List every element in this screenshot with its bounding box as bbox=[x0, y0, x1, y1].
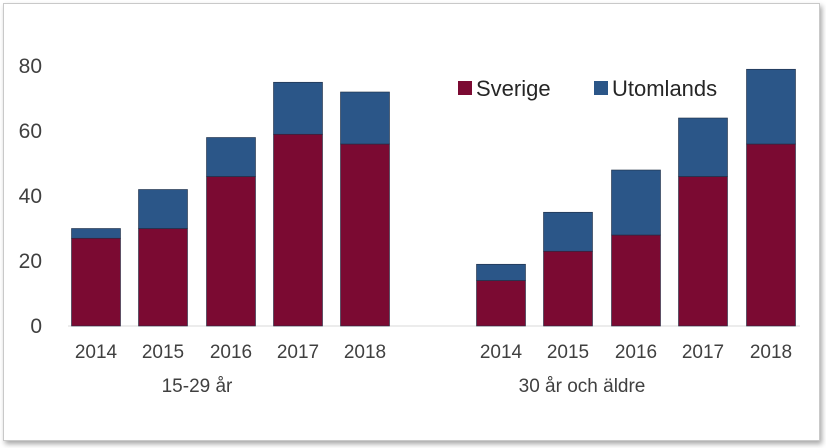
x-tick-label: 2015 bbox=[142, 342, 184, 363]
bar-segment-utomlands bbox=[206, 137, 256, 177]
bar-segment-sverige bbox=[71, 237, 121, 327]
bar-segment-utomlands bbox=[543, 211, 593, 252]
y-tick-label: 80 bbox=[19, 55, 42, 78]
y-tick-label: 0 bbox=[30, 315, 42, 338]
x-tick-label: 2018 bbox=[750, 342, 792, 363]
group-label: 15-29 år bbox=[162, 376, 233, 397]
group-label: 30 år och äldre bbox=[519, 376, 646, 397]
x-tick-label: 2014 bbox=[480, 342, 523, 363]
bar-segment-sverige bbox=[273, 133, 323, 327]
y-tick-label: 40 bbox=[19, 185, 42, 208]
legend-swatch bbox=[458, 81, 472, 95]
x-tick-label: 2016 bbox=[615, 342, 657, 363]
bar-segment-sverige bbox=[206, 176, 256, 327]
x-tick-label: 2017 bbox=[277, 342, 319, 363]
legend-label: Utomlands bbox=[612, 76, 717, 101]
bar-segment-sverige bbox=[138, 228, 188, 327]
bar-segment-utomlands bbox=[273, 81, 323, 135]
bar-segment-sverige bbox=[678, 176, 728, 327]
bar-segment-utomlands bbox=[611, 169, 661, 236]
bar-segment-utomlands bbox=[678, 117, 728, 177]
x-tick-label: 2017 bbox=[682, 342, 724, 363]
bar-segment-utomlands bbox=[746, 68, 796, 145]
bar-segment-sverige bbox=[543, 250, 593, 327]
bar-segment-sverige bbox=[476, 280, 526, 327]
bar-segment-sverige bbox=[340, 143, 390, 327]
bar-segment-utomlands bbox=[138, 189, 188, 229]
x-tick-label: 2018 bbox=[344, 342, 386, 363]
bar-segment-utomlands bbox=[476, 263, 526, 281]
bar-segment-utomlands bbox=[71, 228, 121, 239]
x-tick-label: 2016 bbox=[210, 342, 252, 363]
legend-label: Sverige bbox=[476, 76, 551, 101]
bar-segment-sverige bbox=[611, 234, 661, 327]
x-tick-label: 2015 bbox=[547, 342, 589, 363]
bar-segment-sverige bbox=[746, 143, 796, 327]
legend-swatch bbox=[594, 81, 608, 95]
y-tick-label: 60 bbox=[19, 120, 42, 143]
bar-segment-utomlands bbox=[340, 91, 390, 145]
y-tick-label: 20 bbox=[19, 250, 42, 273]
x-tick-label: 2014 bbox=[75, 342, 118, 363]
